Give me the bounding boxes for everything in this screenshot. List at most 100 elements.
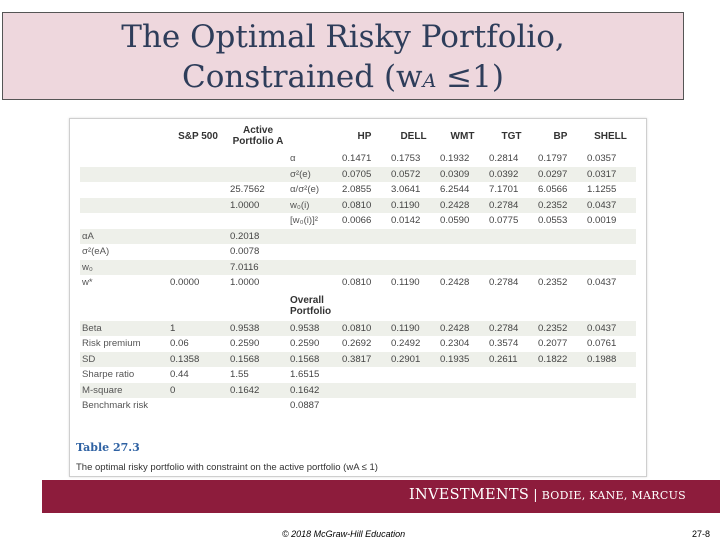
table-row: σ²(e) 0.0705 0.0572 0.0309 0.0392 0.0297 0.031… — [80, 166, 636, 182]
value-cell — [487, 260, 536, 276]
value-cell: 0.3574 — [489, 338, 519, 350]
header-cell — [389, 291, 438, 321]
metric-label — [288, 229, 340, 245]
table-row: αA 0.2018 — [80, 228, 636, 245]
value-cell — [389, 398, 438, 414]
table-image: S&P 500 Active Portfolio A HP DELL WMT TGT BP S… — [69, 118, 647, 477]
value-cell — [389, 383, 438, 399]
table-header-row: S&P 500 Active Portfolio A HP DELL WMT TGT BP S… — [80, 121, 636, 151]
value-cell: 0.0437 — [587, 199, 617, 211]
banner-text: INVESTMENTS | BODIE, KANE, MARCUS — [409, 487, 686, 503]
slide-title-line1: The Optimal Risky Portfolio, — [121, 19, 565, 55]
value-cell — [340, 260, 389, 276]
value-cell: 0.0317 — [587, 168, 617, 180]
metric-label — [288, 260, 340, 276]
value-cell — [438, 260, 487, 276]
table-row: w* 0.0000 1.0000 0.0810 0.1190 0.2428 0.2784 0.… — [80, 275, 636, 291]
value-cell: 0.2352 — [538, 199, 568, 211]
value-cell: 0.0761 — [587, 338, 617, 350]
active-cell: 0.0078 — [230, 246, 260, 258]
value-cell: 0.2492 — [391, 338, 421, 350]
metric-label — [288, 244, 340, 260]
value-cell — [389, 244, 438, 260]
value-cell: 0.2784 — [489, 199, 519, 211]
value-cell: 0.1190 — [391, 277, 420, 289]
value-cell: 0.0066 — [342, 215, 372, 227]
header-cell — [80, 291, 168, 321]
value-cell — [536, 229, 585, 245]
header-cell: TGT — [501, 130, 522, 142]
value-cell: 0.0357 — [587, 153, 617, 165]
sp500-cell — [168, 198, 228, 214]
value-cell: 6.0566 — [538, 184, 568, 196]
header-cell — [340, 291, 389, 321]
value-cell: 0.1932 — [440, 153, 470, 165]
row-label — [80, 151, 168, 167]
value-cell: 0.0810 — [342, 199, 372, 211]
value-cell — [536, 367, 585, 383]
value-cell: 0.0142 — [391, 215, 421, 227]
title-line2-prefix: Constrained (w — [182, 59, 423, 95]
overall-cell: 0.1642 — [290, 384, 320, 396]
table-row: α 0.1471 0.1753 0.1932 0.2814 0.1797 0.0357 — [80, 151, 636, 167]
title-line2-suffix: ≤1) — [436, 59, 504, 95]
value-cell: 2.0855 — [342, 184, 372, 196]
value-cell: 0.1190 — [391, 322, 420, 334]
value-cell: 0.1935 — [440, 353, 470, 365]
sp500-cell: 0 — [170, 384, 176, 396]
value-cell — [389, 260, 438, 276]
value-cell — [438, 229, 487, 245]
value-cell — [487, 367, 536, 383]
overall-cell: 0.1568 — [290, 353, 320, 365]
value-cell: 0.2428 — [440, 322, 470, 334]
row-label — [80, 213, 168, 229]
table-wrapper: S&P 500 Active Portfolio A HP DELL WMT TGT BP S… — [80, 121, 640, 414]
value-cell — [438, 383, 487, 399]
value-cell — [536, 244, 585, 260]
header-cell: HP — [357, 130, 372, 142]
title-line2-subscript: A — [422, 70, 437, 92]
row-label: w* — [82, 277, 93, 289]
sp500-cell — [168, 260, 228, 276]
active-cell: 25.7562 — [230, 184, 265, 196]
value-cell — [389, 229, 438, 245]
value-cell — [585, 398, 636, 414]
sp500-cell — [168, 244, 228, 260]
table-row: 1.0000 w₀(i) 0.0810 0.1190 0.2428 0.2784 0.235… — [80, 197, 636, 214]
value-cell: 0.1753 — [391, 153, 421, 165]
overall-portfolio-header: Overall Portfolio — [290, 294, 332, 317]
value-cell: 0.0590 — [440, 215, 470, 227]
value-cell: 0.0297 — [538, 168, 568, 180]
active-cell — [228, 398, 288, 414]
metric-label: [w₀(i)]² — [290, 215, 318, 227]
header-cell: SHELL — [594, 130, 627, 142]
value-cell: 0.2304 — [440, 338, 470, 350]
active-cell: 7.0116 — [230, 261, 259, 273]
value-cell: 3.0641 — [391, 184, 421, 196]
row-label: Risk premium — [82, 338, 141, 350]
value-cell: 0.0705 — [342, 168, 372, 180]
value-cell: 0.2814 — [489, 153, 519, 165]
value-cell — [536, 398, 585, 414]
active-cell — [228, 213, 288, 229]
sp500-cell: 1 — [170, 322, 176, 334]
table-row: [w₀(i)]² 0.0066 0.0142 0.0590 0.0775 0.0553 0.… — [80, 213, 636, 229]
value-cell — [487, 383, 536, 399]
value-cell — [340, 398, 389, 414]
value-cell: 0.2352 — [538, 277, 568, 289]
row-label: Benchmark risk — [82, 400, 149, 412]
value-cell — [487, 244, 536, 260]
value-cell: 0.1822 — [538, 353, 568, 365]
value-cell: 0.1471 — [342, 153, 372, 165]
table-row: Beta 1 0.9538 0.9538 0.0810 0.1190 0.2428 0.278… — [80, 320, 636, 336]
header-cell — [536, 291, 585, 321]
publisher-banner: INVESTMENTS | BODIE, KANE, MARCUS — [42, 480, 720, 513]
row-label: M-square — [82, 384, 123, 396]
value-cell — [585, 367, 636, 383]
row-label: Sharpe ratio — [82, 369, 135, 381]
active-cell: 0.2018 — [230, 230, 260, 242]
overall-cell: 1.6515 — [290, 369, 320, 381]
overall-cell: 0.9538 — [290, 322, 320, 334]
header-cell: DELL — [400, 130, 427, 142]
overall-cell: 0.0887 — [290, 400, 320, 412]
